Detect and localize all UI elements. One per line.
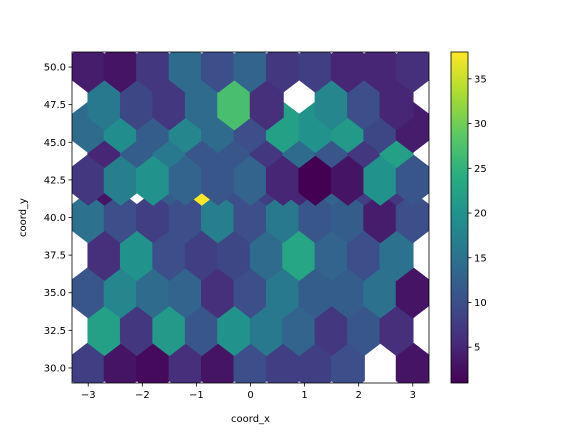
colorbar-gradient [450, 51, 469, 384]
y-tick-label: 50.0 [44, 63, 66, 74]
x-axis-label: coord_x [231, 414, 270, 425]
y-axis-label: coord_y [18, 198, 29, 237]
x-tick-label: 1 [301, 390, 307, 401]
colorbar-tick-label: 10 [474, 298, 487, 309]
x-tick-label: −3 [81, 390, 96, 401]
plot-area [71, 51, 430, 384]
colorbar-tick-label: 35 [474, 74, 487, 85]
x-tick-label: 0 [247, 390, 253, 401]
colorbar: 5 10 15 20 25 30 35 [450, 51, 487, 384]
y-tick-label: 42.5 [44, 175, 66, 186]
y-tick-label: 30.0 [44, 363, 66, 374]
colorbar-tick-label: 25 [474, 164, 487, 175]
colorbar-tick-label: 5 [474, 343, 480, 354]
y-tick-label: 40.0 [44, 213, 66, 224]
colorbar-tick-label: 15 [474, 253, 487, 264]
x-tick-label: 3 [410, 390, 416, 401]
hexbin-cells [72, 52, 429, 383]
x-tick-label: −1 [189, 390, 204, 401]
colorbar-tick-label: 20 [474, 209, 487, 220]
hexbin-cell [395, 52, 429, 93]
y-axis: 30.0 32.5 35.0 37.5 40.0 42.5 45.0 47.5 50.0 [44, 63, 72, 374]
colorbar-ticks: 5 10 15 20 25 30 35 [468, 74, 487, 354]
y-tick-label: 32.5 [44, 326, 66, 337]
y-tick-label: 47.5 [44, 100, 66, 111]
y-tick-label: 45.0 [44, 138, 66, 149]
y-tick-label: 37.5 [44, 251, 66, 262]
x-tick-label: 2 [355, 390, 361, 401]
x-axis: −3 −2 −1 0 1 2 3 [81, 383, 416, 401]
y-tick-label: 35.0 [44, 288, 66, 299]
x-tick-label: −2 [135, 390, 150, 401]
colorbar-tick-label: 30 [474, 119, 487, 130]
